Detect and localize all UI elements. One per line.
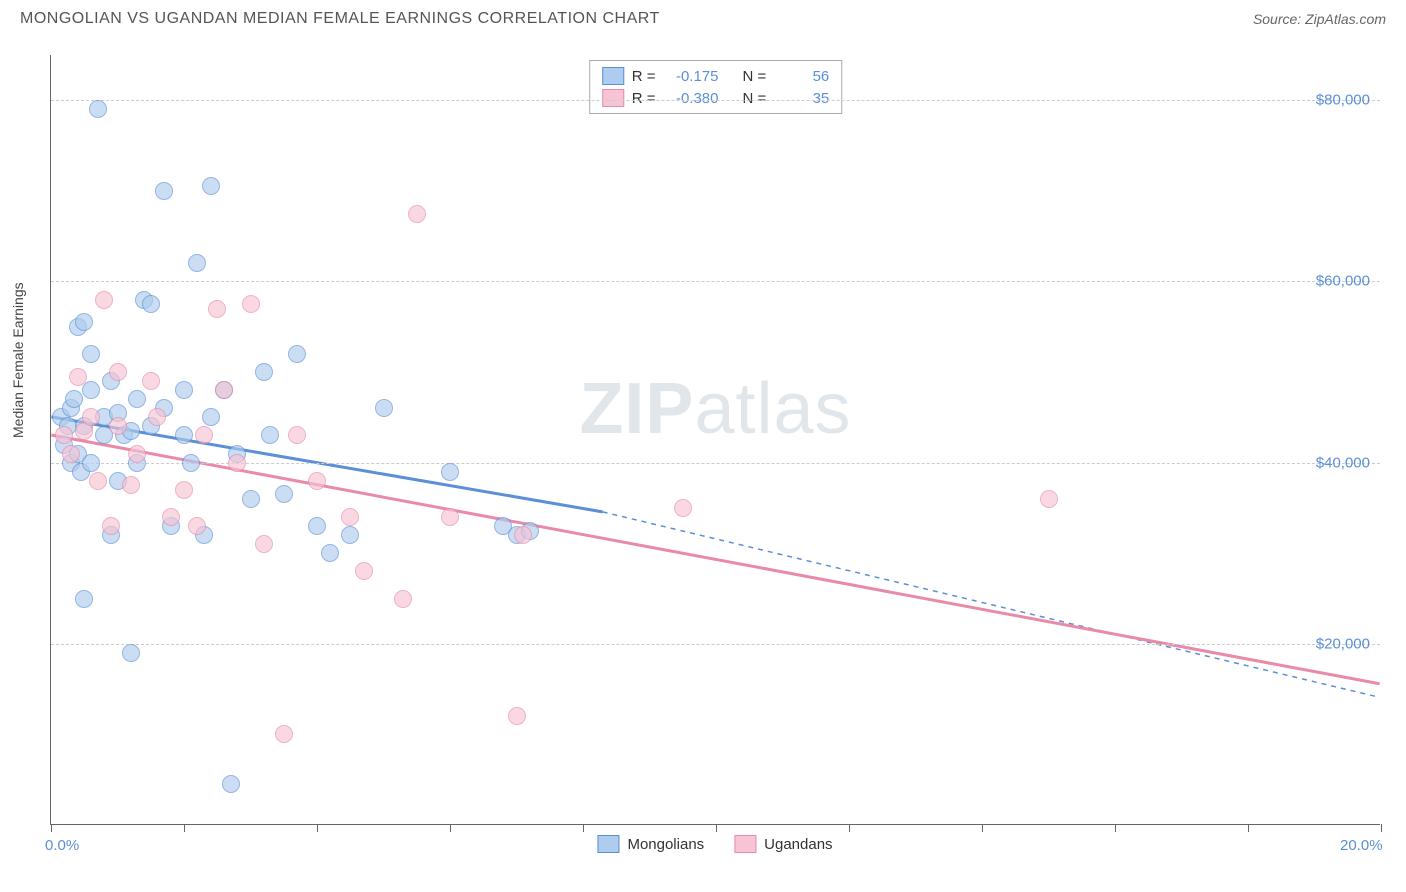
data-point xyxy=(182,454,200,472)
data-point xyxy=(308,517,326,535)
data-point xyxy=(408,205,426,223)
data-point xyxy=(188,517,206,535)
data-point xyxy=(275,485,293,503)
data-point xyxy=(215,381,233,399)
data-point xyxy=(55,426,73,444)
data-point xyxy=(202,177,220,195)
data-point xyxy=(355,562,373,580)
data-point xyxy=(242,295,260,313)
data-point xyxy=(82,381,100,399)
y-axis-title: Median Female Earnings xyxy=(10,282,26,438)
y-tick-label: $60,000 xyxy=(1316,273,1370,290)
data-point xyxy=(75,590,93,608)
data-point xyxy=(89,472,107,490)
data-point xyxy=(195,426,213,444)
trend-lines xyxy=(51,55,1380,824)
data-point xyxy=(109,363,127,381)
series-legend: Mongolians Ugandans xyxy=(597,835,832,853)
data-point xyxy=(162,508,180,526)
data-point xyxy=(674,499,692,517)
data-point xyxy=(148,408,166,426)
data-point xyxy=(109,417,127,435)
data-point xyxy=(62,445,80,463)
y-tick-label: $40,000 xyxy=(1316,454,1370,471)
data-point xyxy=(288,426,306,444)
data-point xyxy=(341,508,359,526)
data-point xyxy=(142,372,160,390)
data-point xyxy=(175,481,193,499)
data-point xyxy=(82,345,100,363)
data-point xyxy=(508,707,526,725)
data-point xyxy=(288,345,306,363)
source-label: Source: ZipAtlas.com xyxy=(1253,11,1386,27)
data-point xyxy=(142,295,160,313)
data-point xyxy=(122,476,140,494)
data-point xyxy=(341,526,359,544)
data-point xyxy=(321,544,339,562)
data-point xyxy=(102,517,120,535)
x-tick-label: 0.0% xyxy=(45,837,79,854)
data-point xyxy=(155,182,173,200)
watermark: ZIPatlas xyxy=(579,368,851,450)
data-point xyxy=(441,508,459,526)
legend-correlation-row: R =-0.175N =56 xyxy=(602,65,830,87)
data-point xyxy=(122,644,140,662)
data-point xyxy=(261,426,279,444)
data-point xyxy=(89,100,107,118)
data-point xyxy=(188,254,206,272)
legend-series-item: Mongolians xyxy=(597,835,704,853)
x-tick-label: 20.0% xyxy=(1340,837,1383,854)
y-tick-label: $20,000 xyxy=(1316,635,1370,652)
data-point xyxy=(1040,490,1058,508)
data-point xyxy=(255,535,273,553)
data-point xyxy=(308,472,326,490)
data-point xyxy=(128,445,146,463)
data-point xyxy=(514,526,532,544)
data-point xyxy=(175,381,193,399)
data-point xyxy=(95,291,113,309)
y-tick-label: $80,000 xyxy=(1316,92,1370,109)
legend-correlation-row: R =-0.380N =35 xyxy=(602,87,830,109)
correlation-legend: R =-0.175N =56R =-0.380N =35 xyxy=(589,60,843,114)
chart-title: MONGOLIAN VS UGANDAN MEDIAN FEMALE EARNI… xyxy=(20,10,660,28)
data-point xyxy=(394,590,412,608)
data-point xyxy=(65,390,83,408)
data-point xyxy=(375,399,393,417)
data-point xyxy=(228,454,246,472)
data-point xyxy=(441,463,459,481)
data-point xyxy=(242,490,260,508)
legend-series-item: Ugandans xyxy=(734,835,832,853)
data-point xyxy=(255,363,273,381)
data-point xyxy=(175,426,193,444)
data-point xyxy=(275,725,293,743)
data-point xyxy=(69,368,87,386)
data-point xyxy=(222,775,240,793)
data-point xyxy=(75,313,93,331)
chart-plot-area: ZIPatlas R =-0.175N =56R =-0.380N =35 $2… xyxy=(50,55,1380,825)
data-point xyxy=(208,300,226,318)
data-point xyxy=(128,390,146,408)
data-point xyxy=(82,454,100,472)
data-point xyxy=(82,408,100,426)
data-point xyxy=(202,408,220,426)
